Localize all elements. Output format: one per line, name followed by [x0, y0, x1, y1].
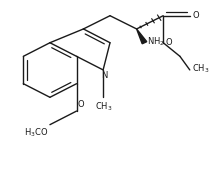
- Polygon shape: [137, 29, 147, 44]
- Text: H$_3$CO: H$_3$CO: [24, 126, 48, 139]
- Text: N: N: [101, 71, 107, 80]
- Text: CH$_3$: CH$_3$: [95, 100, 113, 113]
- Text: O: O: [77, 100, 84, 109]
- Text: O: O: [165, 38, 172, 47]
- Text: NH$_2$: NH$_2$: [147, 36, 165, 48]
- Text: CH$_3$: CH$_3$: [192, 63, 209, 75]
- Text: O: O: [192, 11, 199, 20]
